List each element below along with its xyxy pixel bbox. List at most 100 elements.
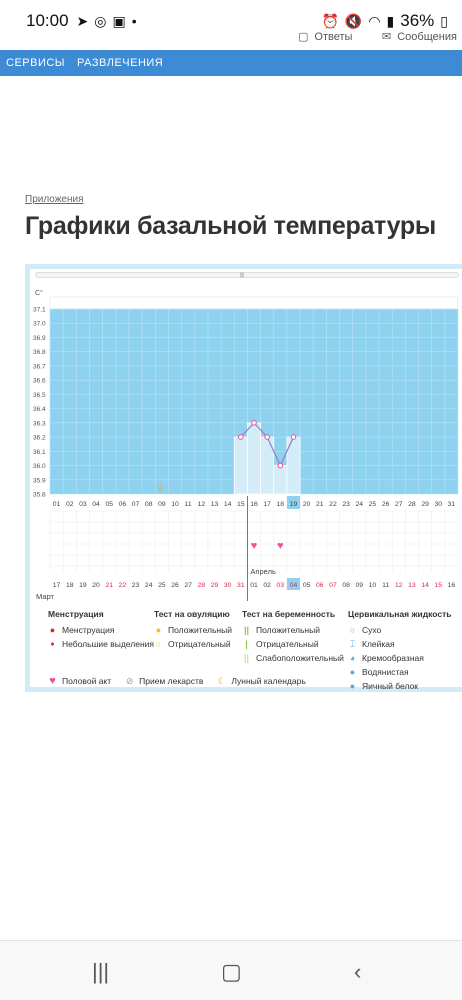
chart-scrollbar[interactable] <box>35 272 459 278</box>
x-tick-label: 16 <box>250 501 258 508</box>
y-tick-label: 36.0 <box>33 463 46 470</box>
date-label: 22 <box>119 582 127 589</box>
answers-link[interactable]: ▢ Ответы <box>298 30 353 44</box>
date-label: 13 <box>408 582 416 589</box>
intercourse-marker: ♥ <box>251 540 258 552</box>
month-label-left: Март <box>36 592 55 601</box>
x-tick-label: 20 <box>303 501 311 508</box>
negative-circle-icon: ○ <box>155 639 162 649</box>
date-label: 27 <box>184 582 192 589</box>
legend-menstruation: Менструация ● Менструация ● Небольшие выде… <box>48 609 154 649</box>
y-tick-label: 36.4 <box>33 406 46 413</box>
x-tick-label: 31 <box>448 501 456 508</box>
pill-icon: ⊘ <box>125 675 134 686</box>
heart-icon: ♥ <box>49 675 56 687</box>
temperature-column <box>247 422 261 495</box>
battery-icon: ▯ <box>440 12 448 29</box>
bbt-chart-widget: C° 37.1 37.0 36.9 36.8 36.7 36.6 36.5 36.4 36.3 36… <box>25 264 462 692</box>
breadcrumb[interactable]: Приложения <box>25 194 84 205</box>
date-label: 04 <box>290 582 298 589</box>
y-tick-label: 36.8 <box>33 349 46 356</box>
signal-icon: ▮ <box>386 12 395 29</box>
date-label: 02 <box>263 582 271 589</box>
sticky-icon: ⌶ <box>349 638 356 649</box>
x-tick-label: 14 <box>224 501 232 508</box>
alarm-icon: ⏰ <box>321 12 339 29</box>
y-tick-label: 36.1 <box>33 449 46 456</box>
x-tick-label: 07 <box>132 501 140 508</box>
x-tick-label: 23 <box>342 501 350 508</box>
status-time: 10:00 <box>26 11 69 30</box>
date-label: 21 <box>105 582 113 589</box>
faint-lines-icon: || <box>243 653 250 663</box>
answers-icon: ▢ <box>298 31 309 43</box>
date-label: 08 <box>342 582 350 589</box>
temperature-column <box>233 436 248 495</box>
y-tick-label: 36.7 <box>33 363 46 370</box>
moon-marker: ☾ <box>158 483 166 493</box>
date-label: 11 <box>382 582 389 589</box>
date-label: 07 <box>329 582 337 589</box>
x-tick-label: 01 <box>53 501 61 508</box>
y-unit-label: C° <box>35 289 43 297</box>
x-tick-label: 09 <box>158 501 166 508</box>
x-tick-label: 30 <box>434 501 442 508</box>
temperature-point <box>290 434 297 440</box>
x-tick-label: 18 <box>277 501 285 508</box>
positive-circle-icon: ● <box>155 625 162 635</box>
notification-dot: • <box>131 13 137 29</box>
messages-icon: ✉ <box>382 31 392 43</box>
date-label: 30 <box>224 582 232 589</box>
two-lines-icon: || <box>243 625 250 635</box>
x-tick-label: 02 <box>66 501 74 508</box>
back-icon[interactable]: ‹ <box>354 959 362 984</box>
date-label: 26 <box>171 582 179 589</box>
month-label-right: Апрель <box>250 567 276 576</box>
x-tick-label: 25 <box>369 501 377 508</box>
nav-entertainment[interactable]: РАЗВЛЕЧЕНИЯ <box>77 57 164 69</box>
intercourse-marker: ♥ <box>277 540 284 552</box>
dry-icon: ○ <box>349 625 356 635</box>
y-tick-label: 37.0 <box>33 321 46 328</box>
x-tick-label: 03 <box>79 501 87 508</box>
app-icon: ▣ <box>112 12 126 29</box>
status-bar: 10:00 ➤ ◎ ▣ • ⏰ 🔇 ◠ ▮ 36% ▯ <box>0 0 462 42</box>
y-tick-label: 36.5 <box>33 392 46 399</box>
x-tick-label: 19 <box>290 501 298 508</box>
y-tick-label: 36.3 <box>33 420 46 427</box>
x-tick-label: 29 <box>421 501 429 508</box>
x-tick-label: 12 <box>198 501 206 508</box>
chart-top-band <box>49 296 459 310</box>
date-label: 24 <box>145 582 153 589</box>
x-tick-label: 13 <box>211 501 219 508</box>
x-tick-label: 26 <box>382 501 390 508</box>
y-tick-label: 37.1 <box>33 307 46 314</box>
instagram-icon: ◎ <box>94 12 107 29</box>
wifi-icon: ◠ <box>368 12 381 29</box>
legend-ovulation: Тест на овуляцию ● Положительный ○ Отрицат… <box>154 609 232 649</box>
date-label: 19 <box>79 582 87 589</box>
recent-apps-icon[interactable]: ||| <box>92 959 110 984</box>
one-line-icon: | <box>245 639 248 649</box>
legend-bottom: ♥ Половой акт ⊘ Прием лекарств ☾ Лунный кал… <box>49 675 306 687</box>
x-tick-label: 21 <box>316 501 324 508</box>
date-label: 12 <box>395 582 403 589</box>
x-tick-label: 06 <box>119 501 127 508</box>
today-date-bg <box>286 578 301 590</box>
messages-link[interactable]: ✉ Сообщения <box>382 30 457 44</box>
date-label: 09 <box>356 582 364 589</box>
date-label: 17 <box>53 582 61 589</box>
date-label: 31 <box>237 582 245 589</box>
date-label: 01 <box>250 582 258 589</box>
moon-icon: ☾ <box>217 675 226 686</box>
x-tick-label: 11 <box>185 501 192 508</box>
mute-icon: 🔇 <box>344 12 363 29</box>
x-tick-label: 10 <box>171 501 179 508</box>
y-tick-label: 35.8 <box>33 492 46 499</box>
nav-services[interactable]: СЕРВИСЫ <box>6 57 66 69</box>
date-label: 28 <box>198 582 206 589</box>
home-icon[interactable]: ▢ <box>221 959 242 984</box>
x-tick-label: 28 <box>408 501 416 508</box>
temperature-point <box>264 434 270 440</box>
date-label: 14 <box>421 582 429 589</box>
